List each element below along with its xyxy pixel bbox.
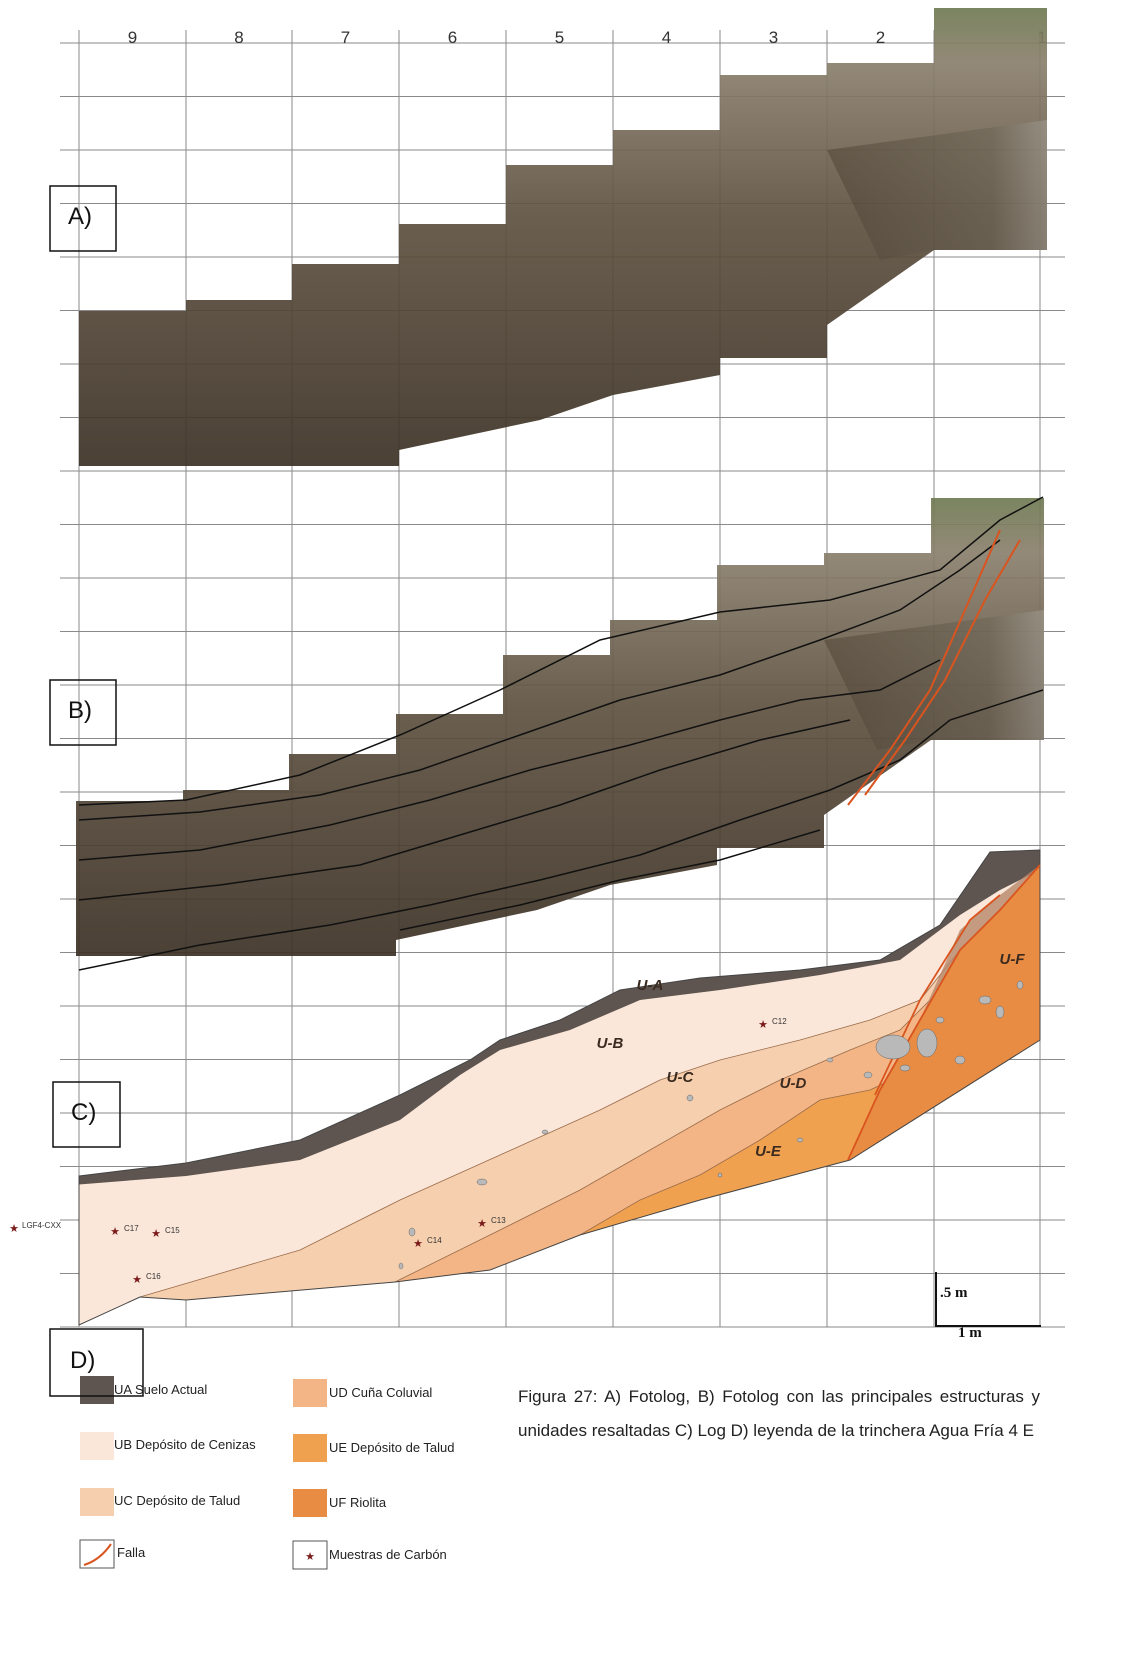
unit-label: U-E — [755, 1143, 782, 1160]
legend-swatch — [80, 1376, 114, 1404]
legend-label: UE Depósito de Talud — [329, 1440, 455, 1455]
legend-swatch — [293, 1434, 327, 1462]
column-number: 3 — [769, 28, 778, 47]
legend-label: UF Riolita — [329, 1495, 387, 1510]
sample-label: C12 — [772, 1017, 787, 1026]
column-number: 9 — [128, 28, 137, 47]
legend-star: ★ — [305, 1551, 315, 1563]
legend-label: UB Depósito de Cenizas — [114, 1437, 256, 1452]
column-number: 5 — [555, 28, 564, 47]
legend-swatch — [80, 1488, 114, 1516]
column-number: 7 — [341, 28, 350, 47]
sample-label: C17 — [124, 1224, 139, 1233]
legend-label: UC Depósito de Talud — [114, 1493, 240, 1508]
sample-label: C16 — [146, 1272, 161, 1281]
scale-label: .5 m — [940, 1285, 968, 1301]
unit-label: U-F — [1000, 951, 1026, 968]
sample-label: LGF4-CXX — [22, 1221, 62, 1230]
sample-label: C14 — [427, 1236, 442, 1245]
column-number: 2 — [876, 28, 885, 47]
legend-swatch — [293, 1489, 327, 1517]
sample-star: ★ — [132, 1274, 142, 1286]
column-number: 6 — [448, 28, 457, 47]
sample-star: ★ — [9, 1223, 19, 1235]
column-number: 8 — [234, 28, 243, 47]
page: {"columns":["9","8","7","6","5","4","3",… — [0, 0, 1143, 1679]
unit-label: U-A — [637, 977, 664, 994]
unit-label: U-B — [597, 1035, 624, 1052]
legend-label: Falla — [117, 1545, 146, 1560]
caption: Figura 27: A) Fotolog, B) Fotolog con la… — [518, 1380, 1040, 1448]
panel-label: D) — [70, 1347, 95, 1374]
sample-label: C15 — [165, 1226, 180, 1235]
panel-label: C) — [71, 1099, 96, 1126]
panel-label: A) — [68, 203, 92, 230]
unit-label: U-D — [780, 1075, 807, 1092]
sample-star: ★ — [758, 1019, 768, 1031]
scale-label: 1 m — [958, 1325, 982, 1341]
panel-label: B) — [68, 697, 92, 724]
sample-star: ★ — [477, 1218, 487, 1230]
column-numbers: 987654321 — [128, 28, 1047, 47]
legend-swatch — [80, 1432, 114, 1460]
legend-swatch — [293, 1379, 327, 1407]
sample-star: ★ — [151, 1228, 161, 1240]
sample-star: ★ — [413, 1238, 423, 1250]
sample-label: C13 — [491, 1216, 506, 1225]
photolog-b — [76, 498, 1044, 956]
legend-label: UA Suelo Actual — [114, 1382, 207, 1397]
unit-label: U-C — [667, 1069, 695, 1086]
legend-label: UD Cuña Coluvial — [329, 1385, 432, 1400]
legend-label: Muestras de Carbón — [329, 1547, 447, 1562]
photolog-a — [79, 8, 1047, 466]
sample-star: ★ — [110, 1226, 120, 1238]
column-number: 4 — [662, 28, 671, 47]
